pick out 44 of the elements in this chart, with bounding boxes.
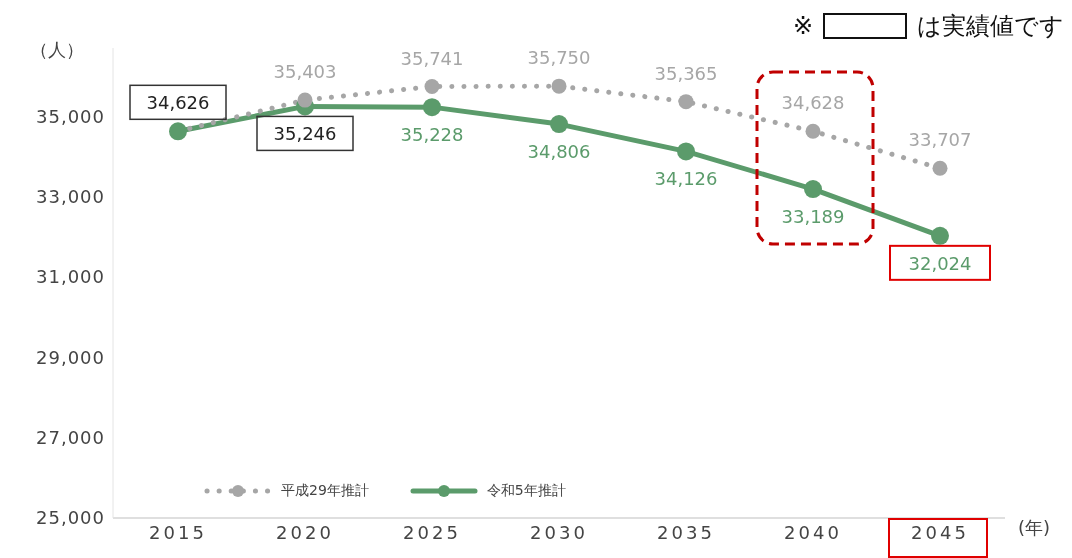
y-tick-label: 35,000 xyxy=(36,105,105,127)
y-tick-label: 29,000 xyxy=(36,346,105,368)
x-axis-title: (年) xyxy=(1018,516,1051,540)
point xyxy=(678,94,694,110)
y-tick-label: 31,000 xyxy=(36,266,105,288)
y-axis-title: （人） xyxy=(30,38,84,62)
point xyxy=(804,180,822,199)
text: は実績値です xyxy=(917,11,1064,42)
y-tick-label: 27,000 xyxy=(36,427,105,449)
point xyxy=(297,92,313,108)
data-label: 35,246 xyxy=(273,123,337,145)
x-tick-label: 2035 xyxy=(657,521,715,543)
y-tick-label: 25,000 xyxy=(36,507,105,529)
x-tick-label: 2015 xyxy=(149,521,207,543)
data-label: 32,024 xyxy=(908,252,972,274)
point xyxy=(805,123,821,139)
x-tick-label: 2040 xyxy=(784,521,842,543)
point xyxy=(932,160,948,176)
point xyxy=(424,79,440,95)
data-label: 35,750 xyxy=(527,47,591,69)
data-label: 34,626 xyxy=(146,92,210,114)
x-tick-label: 2045 xyxy=(911,521,969,543)
point xyxy=(551,78,567,94)
data-label: 35,228 xyxy=(400,124,464,146)
text: ※ xyxy=(792,12,813,40)
data-label: 33,189 xyxy=(781,206,845,228)
x-tick-label: 2025 xyxy=(403,521,461,543)
data-label: 35,365 xyxy=(654,62,718,84)
legend-label: 平成29年推計 xyxy=(281,482,369,500)
data-label: 35,403 xyxy=(273,61,337,83)
point xyxy=(931,226,949,245)
legend-label: 令和5年推計 xyxy=(486,482,566,500)
data-label: 33,707 xyxy=(908,129,972,151)
x-tick-label: 2030 xyxy=(530,521,588,543)
data-label: 34,628 xyxy=(781,92,845,114)
point xyxy=(677,142,695,161)
point xyxy=(550,115,568,134)
y-tick-label: 33,000 xyxy=(36,186,105,208)
data-label: 35,741 xyxy=(400,47,464,69)
point xyxy=(169,122,187,141)
point xyxy=(423,98,441,117)
data-label: 34,126 xyxy=(654,168,718,190)
data-label: 34,806 xyxy=(527,141,591,163)
x-tick-label: 2020 xyxy=(276,521,334,543)
